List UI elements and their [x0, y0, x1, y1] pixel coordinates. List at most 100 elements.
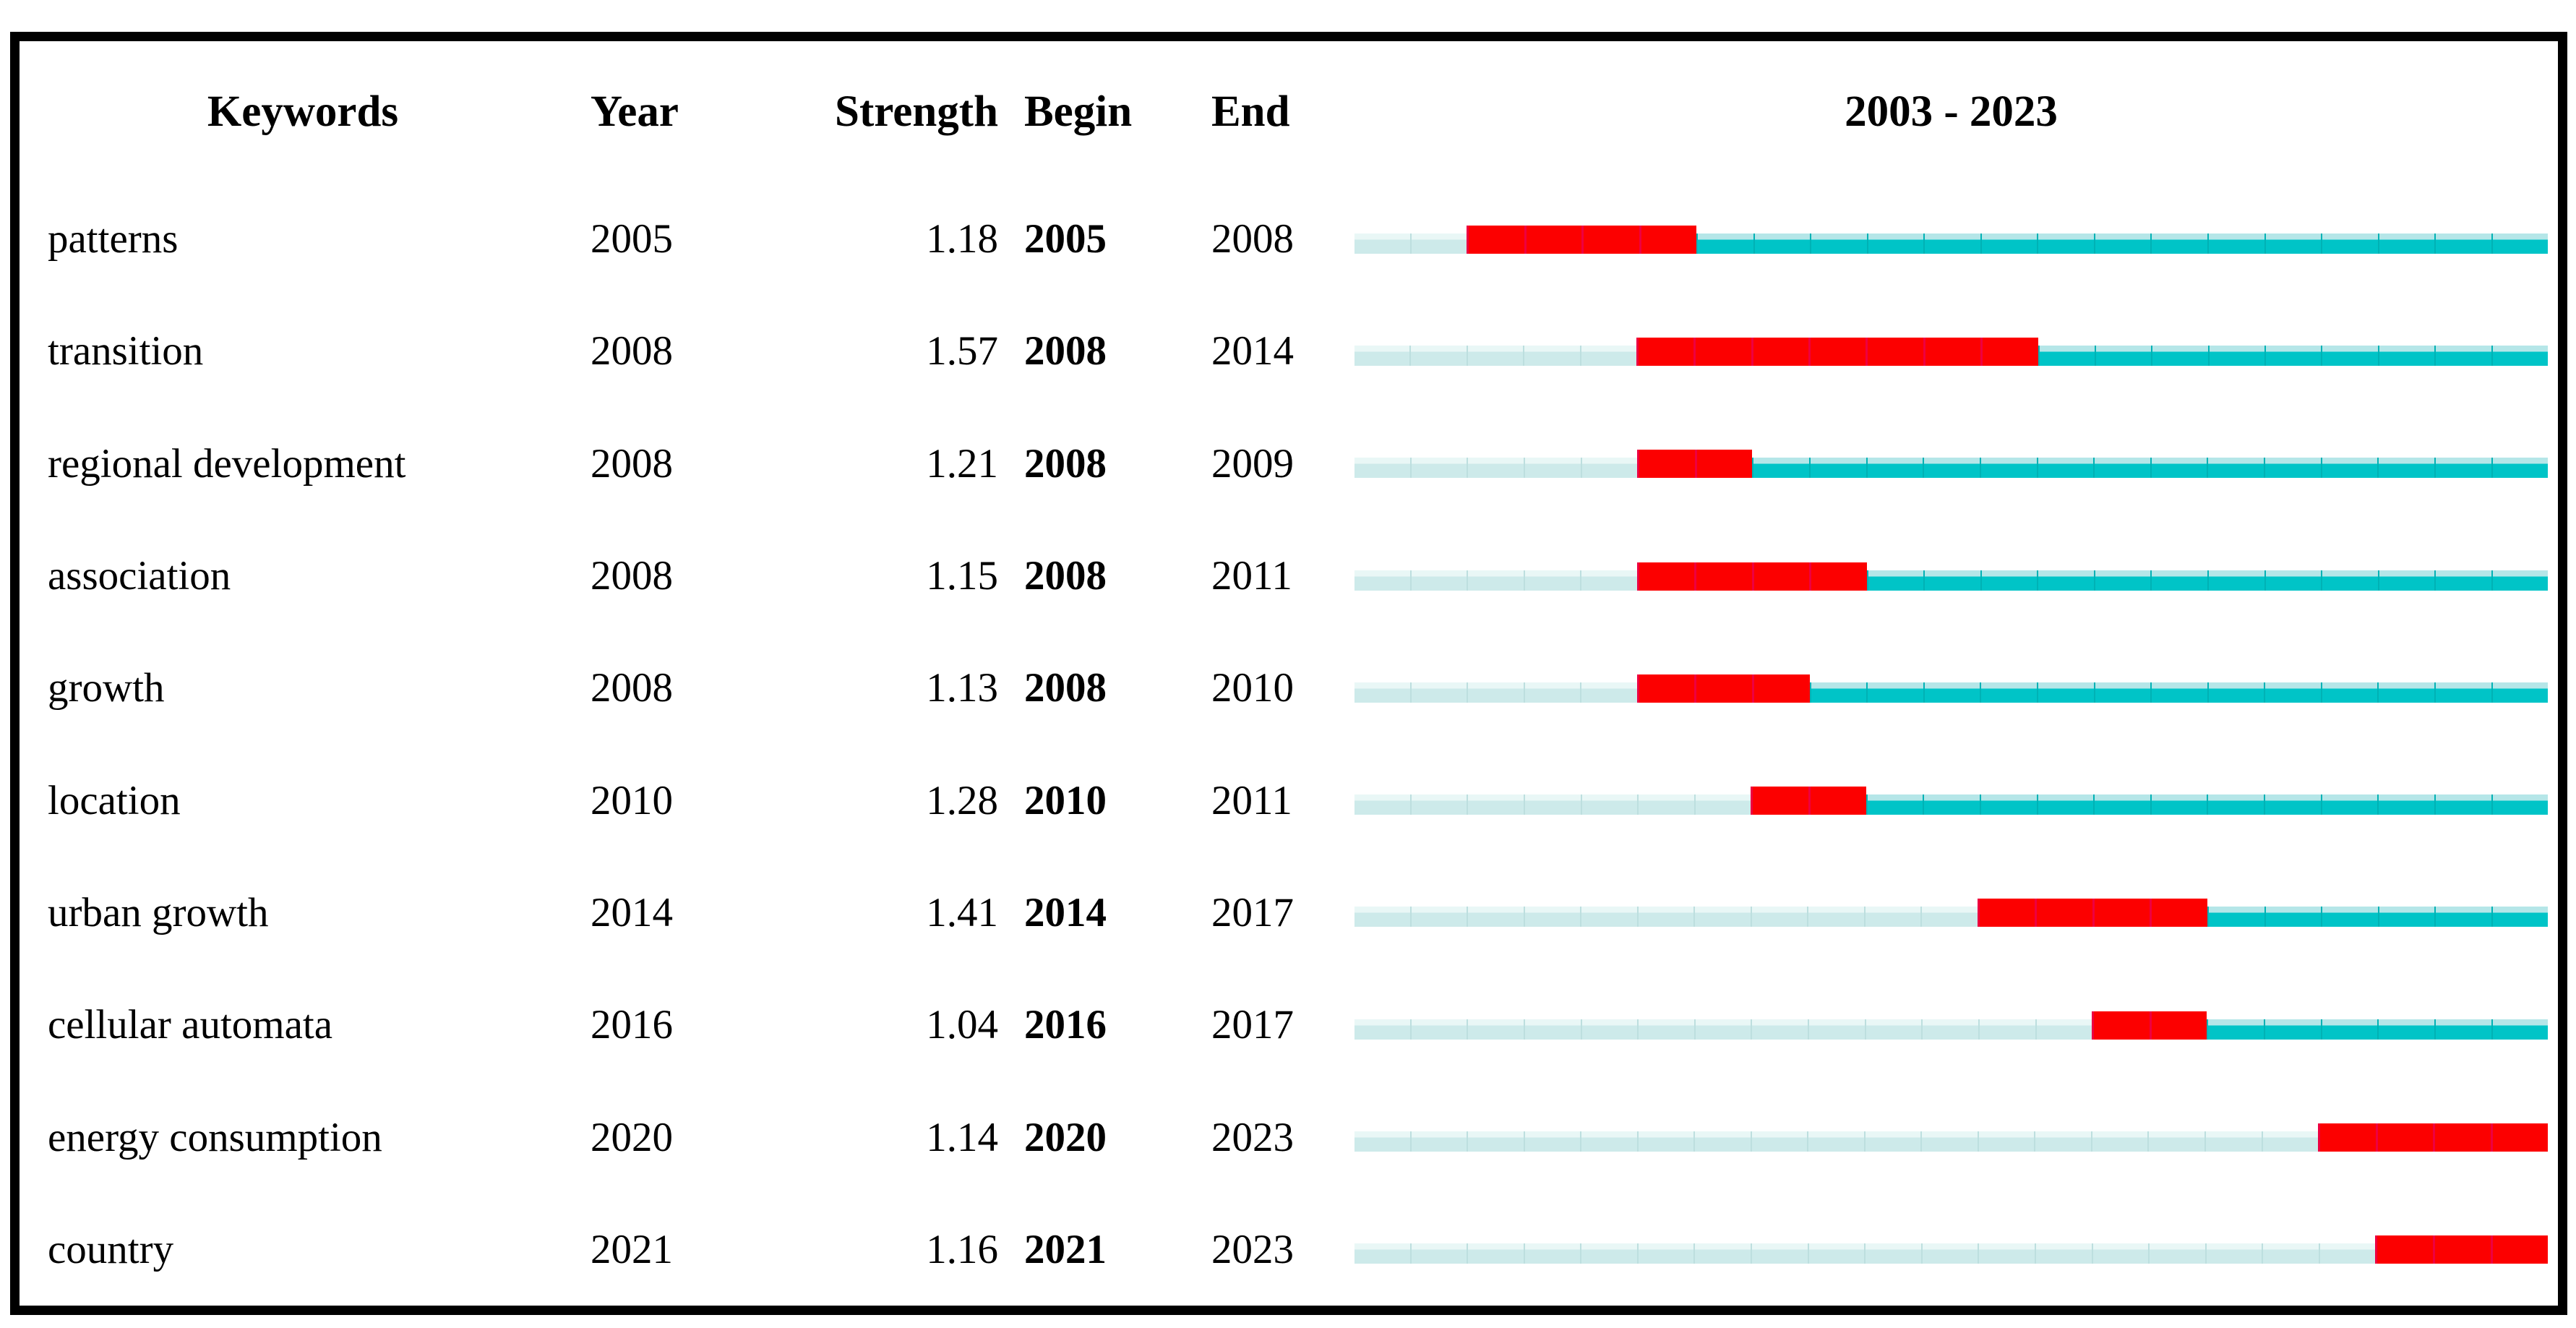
timeline-segment-post — [2434, 345, 2491, 366]
timeline-segment-burst — [1977, 899, 2035, 928]
timeline-segment-pre — [1354, 570, 1410, 591]
timeline-segment-pre — [1807, 907, 1864, 928]
strength-cell: 1.57 — [926, 328, 998, 374]
timeline-cell — [1354, 562, 2558, 591]
end-cell: 2009 — [1211, 440, 1294, 487]
strength-cell: 1.04 — [926, 1002, 998, 1048]
timeline-segment-pre — [1978, 1019, 2035, 1040]
timeline-segment-post — [2264, 233, 2322, 254]
timeline-segment-pre — [1921, 1019, 1978, 1040]
timeline-segment-post — [2264, 1019, 2321, 1040]
timeline-segment-post — [2434, 458, 2491, 479]
keyword-cell: cellular automata — [48, 1002, 333, 1048]
timeline-segment-pre — [1354, 1019, 1410, 1040]
keyword-cell: urban growth — [48, 889, 269, 935]
timeline-segment-post — [2491, 1019, 2549, 1040]
timeline-segment-pre — [1636, 1131, 1694, 1152]
timeline-segment-post — [2377, 345, 2435, 366]
timeline-segment-post — [2434, 794, 2491, 815]
timeline-segment-pre — [1409, 570, 1467, 591]
timeline-segment-pre — [2090, 1131, 2148, 1152]
year-cell: 2016 — [591, 1002, 673, 1048]
timeline-segment-pre — [1523, 1243, 1581, 1264]
timeline-segment-pre — [1977, 1131, 2035, 1152]
col-header-timeline: 2003 - 2023 — [1845, 87, 2058, 136]
timeline-segment-pre — [1636, 907, 1694, 928]
timeline-segment-post — [1753, 233, 1811, 254]
timeline-segment-pre — [1409, 1019, 1467, 1040]
timeline-segment-post — [2264, 682, 2321, 703]
timeline-segment-post — [2377, 682, 2434, 703]
table-row: energy consumption 2020 1.14 2020 2023 — [20, 1081, 2558, 1193]
timeline-segment-burst — [1751, 337, 1808, 366]
timeline-segment-post — [1923, 233, 1980, 254]
strength-cell: 1.41 — [926, 889, 998, 935]
timeline-segment-post — [2377, 1019, 2434, 1040]
keyword-cell: location — [48, 777, 181, 823]
keyword-cell: regional development — [48, 440, 406, 487]
year-cell: 2008 — [591, 665, 673, 711]
timeline-segment-burst — [1694, 674, 1753, 703]
timeline-segment-pre — [1354, 794, 1410, 815]
timeline-segment-pre — [1580, 682, 1637, 703]
timeline-segment-pre — [1864, 1243, 1921, 1264]
timeline-segment-post — [2321, 570, 2378, 591]
timeline-segment-burst — [1639, 225, 1697, 254]
year-cell: 2008 — [591, 328, 673, 374]
timeline-segment-pre — [1523, 1131, 1581, 1152]
timeline-segment-pre — [1636, 1243, 1694, 1264]
timeline-segment-post — [2377, 570, 2435, 591]
timeline-segment-post — [2491, 233, 2549, 254]
col-header-year: Year — [591, 87, 679, 136]
timeline-segment-burst — [1808, 787, 1866, 815]
timeline-segment-post — [2207, 1019, 2264, 1040]
strength-cell: 1.16 — [926, 1226, 998, 1272]
timeline-segment-pre — [1409, 1131, 1467, 1152]
timeline-segment-burst — [1636, 674, 1695, 703]
timeline-segment-post — [2434, 907, 2491, 928]
timeline-segment-post — [2207, 458, 2264, 479]
begin-cell: 2020 — [1024, 1114, 1107, 1160]
timeline-cell — [1354, 225, 2558, 254]
timeline-segment-post — [2320, 794, 2378, 815]
timeline-segment-burst — [1866, 337, 1923, 366]
timeline-segment-burst — [2092, 1011, 2150, 1040]
timeline-segment-post — [2321, 345, 2378, 366]
strength-cell: 1.21 — [926, 440, 998, 487]
timeline-bar — [1354, 674, 2549, 703]
begin-cell: 2008 — [1024, 328, 1107, 374]
timeline-segment-pre — [1863, 1131, 1921, 1152]
begin-cell: 2005 — [1024, 216, 1107, 262]
timeline-segment-burst — [2149, 1011, 2207, 1040]
end-cell: 2014 — [1211, 328, 1294, 374]
keyword-cell: growth — [48, 665, 165, 711]
timeline-segment-pre — [1920, 1131, 1978, 1152]
timeline-segment-burst — [2092, 899, 2150, 928]
timeline-segment-post — [2207, 345, 2264, 366]
timeline-segment-pre — [1580, 1131, 1637, 1152]
year-cell: 2008 — [591, 440, 673, 487]
timeline-segment-pre — [2204, 1243, 2262, 1264]
timeline-segment-post — [2434, 570, 2491, 591]
timeline-segment-pre — [1808, 1019, 1865, 1040]
timeline-segment-pre — [1467, 570, 1524, 591]
timeline-segment-burst — [1752, 674, 1810, 703]
timeline-segment-pre — [1409, 458, 1467, 479]
timeline-bar — [1354, 786, 2549, 815]
timeline-segment-pre — [1693, 907, 1751, 928]
timeline-segment-burst — [2035, 899, 2092, 928]
timeline-segment-post — [2264, 907, 2322, 928]
timeline-segment-pre — [1354, 345, 1410, 366]
timeline-segment-pre — [1467, 907, 1524, 928]
timeline-segment-pre — [1467, 794, 1524, 815]
timeline-segment-post — [2150, 682, 2207, 703]
end-cell: 2017 — [1211, 889, 1294, 935]
burst-table-figure: Keywords Year Strength Begin End 2003 - … — [10, 32, 2567, 1315]
timeline-segment-post — [1809, 458, 1866, 479]
header-row: Keywords Year Strength Begin End 2003 - … — [20, 41, 2558, 183]
timeline-segment-post — [2150, 794, 2207, 815]
timeline-segment-burst — [1809, 562, 1867, 591]
end-cell: 2017 — [1211, 1002, 1294, 1048]
timeline-segment-burst — [2490, 1123, 2549, 1152]
timeline-segment-pre — [1409, 345, 1467, 366]
